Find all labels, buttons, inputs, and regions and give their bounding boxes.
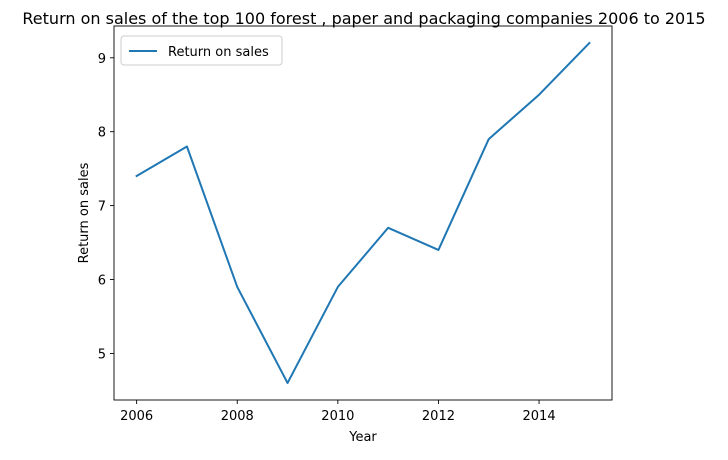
y-axis-ticks: 5 6 7 8 9 (98, 52, 114, 362)
x-axis-ticks: 2006 2008 2010 2012 2014 (120, 400, 556, 424)
x-tick-label: 2008 (221, 409, 254, 424)
x-tick-label: 2010 (321, 409, 354, 424)
series-line (135, 41, 591, 384)
y-tick-label: 5 (98, 347, 106, 362)
x-tick-label: 2006 (120, 409, 153, 424)
chart-title: Return on sales of the top 100 forest , … (22, 9, 705, 28)
data-point (387, 227, 389, 229)
data-point (437, 249, 439, 251)
data-point (136, 175, 138, 177)
plot-area: 2006 2008 2010 2012 2014 5 6 7 8 9 (98, 25, 613, 424)
y-axis-label: Return on sales (77, 162, 92, 263)
y-tick-label: 6 (98, 274, 106, 289)
series-layer (135, 41, 591, 384)
data-point (337, 286, 339, 288)
data-point (588, 42, 590, 44)
data-point (236, 286, 238, 288)
x-axis-label: Year (348, 430, 377, 445)
plot-frame (113, 25, 613, 401)
legend-label: Return on sales (168, 45, 269, 60)
y-tick-label: 7 (98, 200, 106, 215)
y-tick-label: 8 (98, 126, 106, 141)
data-point (287, 382, 289, 384)
x-tick-label: 2014 (523, 409, 556, 424)
data-point (488, 138, 490, 140)
x-tick-label: 2012 (422, 409, 455, 424)
data-point (186, 145, 188, 147)
legend-box (120, 35, 283, 66)
legend: Return on sales (120, 35, 283, 66)
data-point (538, 94, 540, 96)
y-tick-label: 9 (98, 52, 106, 67)
